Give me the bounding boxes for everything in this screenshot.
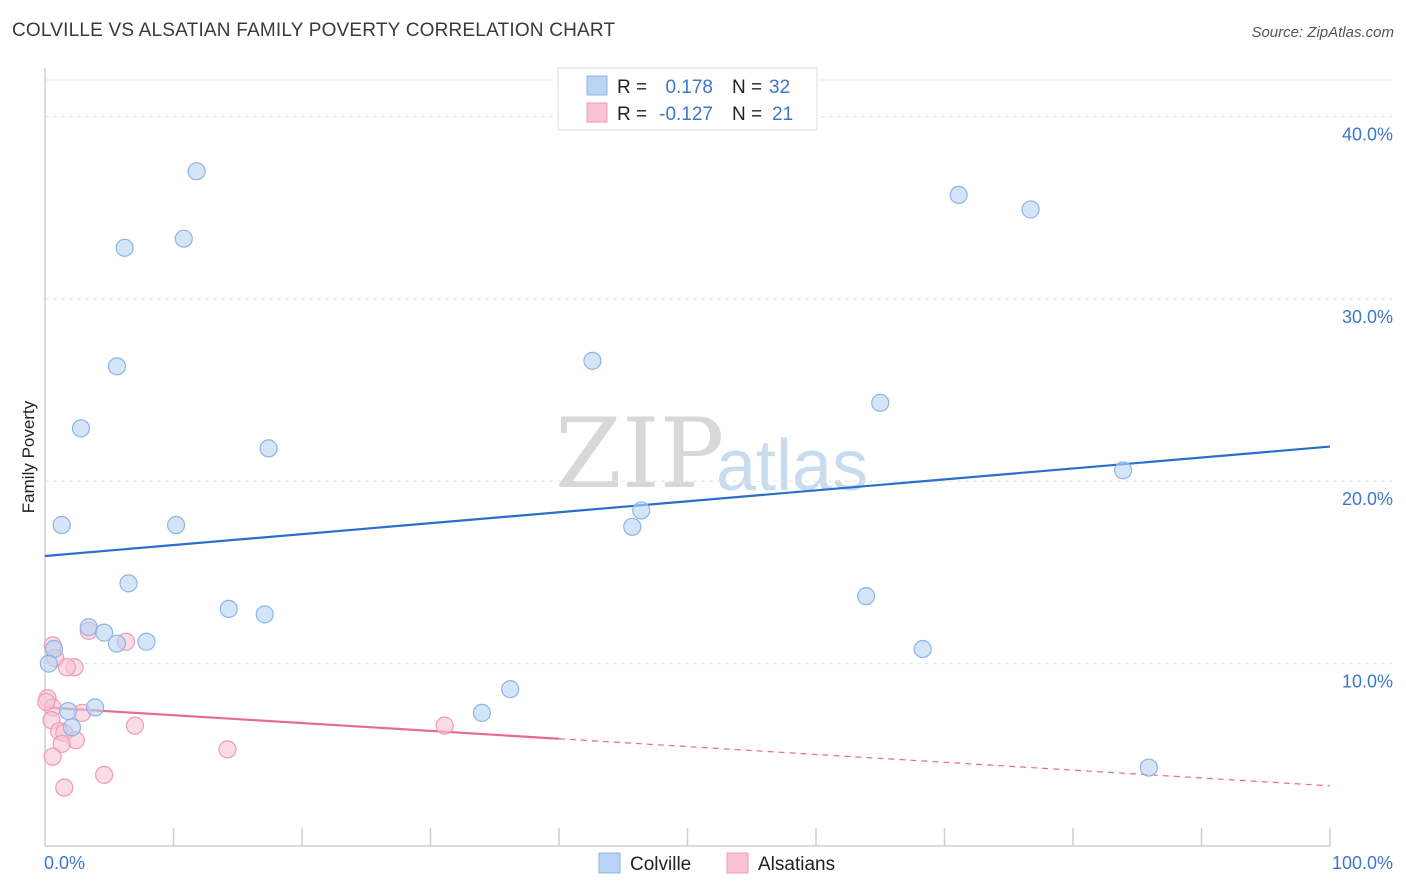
data-point-colville [137, 632, 156, 651]
y-axis-title: Family Poverty [19, 400, 38, 513]
legend-n-label-2: N = [732, 104, 762, 125]
data-point-colville [187, 162, 206, 181]
data-point-colville [1139, 758, 1158, 777]
watermark-atlas: atlas [716, 426, 868, 506]
x-axis-ticks [172, 828, 1331, 846]
legend-n-value-1: 32 [769, 77, 790, 98]
legend-r-value-1: 0.178 [665, 77, 713, 98]
data-point-colville [623, 517, 642, 536]
data-point-alsatians [37, 692, 56, 712]
correlation-legend: R = 0.178 N = 32 R = -0.127 N = 21 [557, 67, 818, 131]
legend-swatch-colville [586, 75, 608, 96]
y-axis-tick-labels: 10.0% 20.0% 30.0% 40.0% [1342, 124, 1393, 691]
legend-swatch-alsatians [586, 102, 608, 123]
data-point-alsatians [52, 734, 71, 753]
data-point-colville [949, 185, 968, 204]
legend-r-label-2: R = [617, 104, 647, 125]
data-point-alsatians [55, 778, 74, 797]
data-point-alsatians [125, 716, 145, 735]
series-colville-points [39, 162, 1158, 777]
data-point-colville [115, 238, 134, 257]
data-point-alsatians [218, 740, 237, 759]
trend-line-colville [44, 445, 1331, 558]
data-point-colville [583, 351, 602, 370]
data-point-colville [86, 698, 105, 717]
trend-line-alsatians-extension [558, 738, 1331, 787]
data-point-colville [1114, 461, 1133, 480]
trend-line-alsatians [44, 706, 560, 740]
data-point-colville [59, 701, 78, 721]
data-point-colville [501, 680, 520, 699]
data-point-colville [119, 574, 138, 593]
y-tick-label: 40.0% [1342, 124, 1393, 144]
y-tick-label: 10.0% [1342, 672, 1393, 692]
data-point-colville [632, 501, 651, 520]
legend-r-label-1: R = [617, 77, 647, 98]
chart-title: COLVILLE VS ALSATIAN FAMILY POVERTY CORR… [12, 20, 616, 41]
data-point-colville [255, 605, 274, 624]
legend-item-alsatians-swatch [726, 852, 749, 874]
trend-lines [44, 445, 1331, 787]
legend-r-value-2: -0.127 [659, 104, 713, 125]
data-point-colville [107, 357, 127, 376]
data-point-alsatians [43, 747, 62, 766]
y-tick-label: 30.0% [1342, 307, 1393, 327]
legend-n-value-2: 21 [772, 104, 793, 125]
legend-item-colville: Colville [630, 854, 691, 875]
data-point-colville [166, 515, 186, 535]
legend-n-label-1: N = [732, 77, 762, 98]
data-point-alsatians [435, 716, 454, 735]
data-point-colville [871, 393, 890, 412]
legend-item-alsatians: Alsatians [758, 854, 835, 875]
y-tick-label: 20.0% [1342, 489, 1393, 509]
data-point-colville [472, 703, 491, 722]
data-point-colville [62, 718, 82, 737]
source-label: Source: ZipAtlas.com [1251, 24, 1394, 41]
data-point-alsatians [57, 658, 76, 677]
x-tick-label-min: 0.0% [44, 853, 85, 873]
data-point-colville [219, 599, 238, 619]
data-point-colville [107, 634, 127, 653]
data-point-colville [39, 654, 58, 673]
x-tick-label-max: 100.0% [1332, 853, 1393, 873]
data-point-colville [95, 623, 114, 642]
series-legend: Colville Alsatians [598, 852, 835, 875]
data-point-colville [52, 515, 71, 535]
data-point-colville [857, 587, 876, 606]
watermark-zip: ZIP [555, 398, 724, 510]
data-point-colville [174, 229, 193, 248]
data-point-colville [1021, 200, 1040, 219]
data-point-colville [913, 639, 932, 659]
data-point-colville [259, 439, 278, 458]
data-point-colville [79, 618, 98, 637]
legend-item-colville-swatch [598, 852, 621, 874]
data-point-colville [71, 419, 91, 438]
grid-lines [45, 79, 1392, 665]
data-point-alsatians [95, 765, 114, 784]
